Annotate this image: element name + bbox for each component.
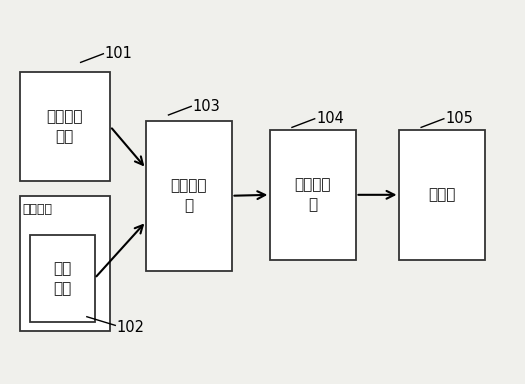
- Text: 激振装置: 激振装置: [23, 202, 53, 215]
- Text: 信号放大
器: 信号放大 器: [171, 178, 207, 213]
- FancyBboxPatch shape: [19, 196, 110, 331]
- Text: 计算机: 计算机: [428, 187, 456, 202]
- Text: 力传
感器: 力传 感器: [53, 261, 71, 296]
- Text: 数据采集
仪: 数据采集 仪: [295, 177, 331, 212]
- Text: 101: 101: [105, 46, 133, 61]
- Text: 105: 105: [445, 111, 473, 126]
- Text: 103: 103: [193, 99, 220, 114]
- Text: 加速度传
感器: 加速度传 感器: [47, 109, 83, 144]
- Text: 104: 104: [316, 111, 344, 126]
- FancyBboxPatch shape: [400, 130, 485, 260]
- FancyBboxPatch shape: [146, 121, 232, 271]
- Text: 102: 102: [117, 321, 145, 336]
- FancyBboxPatch shape: [270, 130, 355, 260]
- FancyBboxPatch shape: [19, 72, 110, 181]
- FancyBboxPatch shape: [30, 235, 94, 322]
